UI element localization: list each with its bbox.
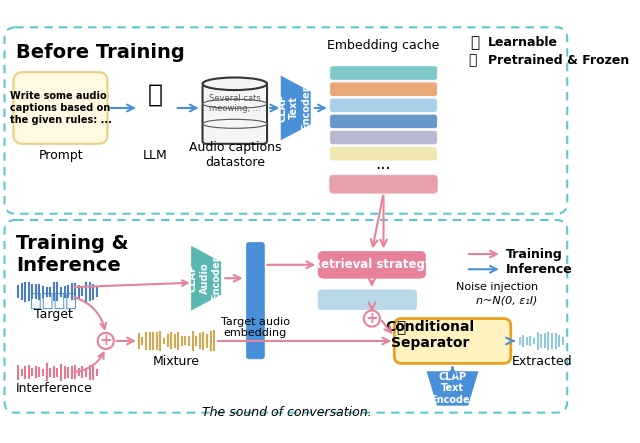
Text: Target audio
embedding: Target audio embedding: [221, 317, 290, 338]
Text: Training: Training: [506, 248, 563, 260]
Text: Noise injection: Noise injection: [456, 282, 538, 292]
Text: Conditional
Separator: Conditional Separator: [385, 319, 475, 350]
Text: Embedding cache: Embedding cache: [327, 39, 440, 52]
Text: 🔥: 🔥: [470, 35, 479, 50]
Polygon shape: [191, 245, 222, 312]
Text: CLAP
Text
Encoder: CLAP Text Encoder: [278, 86, 311, 130]
FancyBboxPatch shape: [318, 251, 426, 278]
Text: Training &
Inference: Training & Inference: [16, 234, 129, 275]
Text: Before Training: Before Training: [16, 43, 185, 62]
Ellipse shape: [202, 78, 267, 90]
Text: Audio captions
datastore: Audio captions datastore: [189, 141, 281, 170]
Text: 〜〜〜〜: 〜〜〜〜: [30, 291, 77, 310]
FancyBboxPatch shape: [318, 290, 417, 310]
Text: 🔥: 🔥: [396, 320, 405, 335]
Polygon shape: [280, 74, 312, 142]
Text: Extracted: Extracted: [512, 355, 572, 368]
Text: The sound of conversation.: The sound of conversation.: [202, 406, 372, 419]
Text: n~N(0, ε₁I): n~N(0, ε₁I): [476, 295, 538, 306]
Text: Prompt: Prompt: [38, 149, 83, 162]
FancyBboxPatch shape: [330, 175, 437, 193]
Polygon shape: [426, 370, 479, 406]
Text: Interference: Interference: [15, 382, 92, 395]
FancyBboxPatch shape: [330, 82, 437, 96]
Text: CLAP
Text
Encoder: CLAP Text Encoder: [430, 372, 475, 405]
Text: Mixture: Mixture: [153, 355, 200, 368]
Text: 🤖: 🤖: [468, 54, 476, 67]
Text: Pretrained & Frozen: Pretrained & Frozen: [488, 54, 630, 67]
Text: LLM: LLM: [143, 149, 168, 162]
FancyBboxPatch shape: [330, 66, 437, 80]
FancyBboxPatch shape: [330, 130, 437, 145]
Text: +: +: [365, 311, 378, 326]
FancyBboxPatch shape: [330, 114, 437, 128]
Text: Learnable: Learnable: [488, 36, 558, 49]
FancyBboxPatch shape: [202, 84, 267, 144]
Text: Write some audio
captions based on
the given rules: ...: Write some audio captions based on the g…: [10, 91, 112, 124]
Text: Retrieval strategy: Retrieval strategy: [312, 258, 432, 271]
Text: Target: Target: [35, 307, 73, 321]
Circle shape: [98, 333, 114, 349]
FancyBboxPatch shape: [330, 147, 437, 161]
FancyBboxPatch shape: [330, 98, 437, 113]
FancyBboxPatch shape: [394, 319, 511, 363]
Text: 🤖: 🤖: [148, 82, 163, 106]
Text: Inference: Inference: [506, 263, 573, 276]
Text: Several cats
meowing, ...: Several cats meowing, ...: [209, 94, 260, 113]
FancyBboxPatch shape: [246, 242, 264, 359]
FancyBboxPatch shape: [13, 72, 108, 144]
Circle shape: [364, 311, 380, 326]
Text: ...: ...: [376, 155, 392, 173]
Text: CLAP
Audio
Encoder: CLAP Audio Encoder: [188, 256, 221, 300]
Text: +: +: [99, 334, 112, 349]
